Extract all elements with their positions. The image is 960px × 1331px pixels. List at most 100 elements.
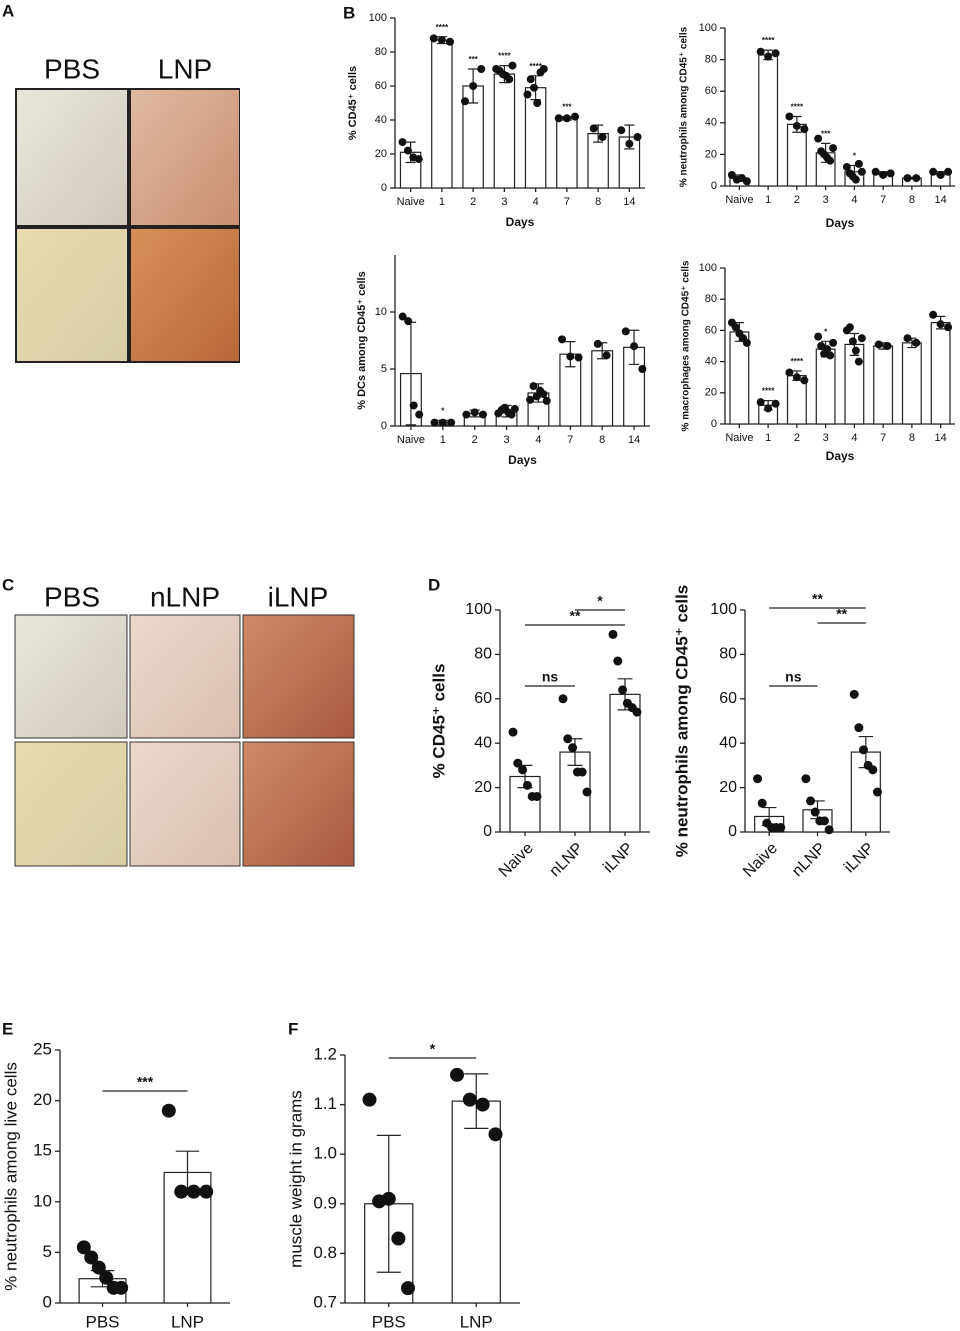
- y-tick-label: 5: [43, 1242, 52, 1261]
- x-tick-label: 8: [595, 196, 601, 208]
- x-tick-label: 14: [628, 434, 640, 446]
- photos-a: PBS LNP: [15, 53, 240, 363]
- x-tick-label: iLNP: [841, 840, 878, 877]
- y-tick-label: 0.8: [313, 1243, 337, 1262]
- bar: [873, 345, 894, 425]
- data-point: [510, 404, 519, 413]
- data-point: [764, 404, 773, 413]
- panel-label: C: [2, 575, 14, 594]
- y-tick-label: 20: [375, 148, 387, 160]
- x-tick-label: 7: [880, 194, 886, 206]
- x-tick-label: 7: [880, 432, 886, 444]
- data-point: [826, 351, 835, 360]
- y-tick-label: 60: [705, 324, 717, 336]
- data-point: [409, 401, 418, 410]
- photo: [14, 614, 128, 739]
- data-point: [792, 121, 801, 130]
- y-tick-label: 0: [43, 1292, 52, 1311]
- data-point: [554, 114, 563, 123]
- data-point: [381, 1191, 396, 1206]
- data-point: [806, 796, 816, 806]
- data-point: [76, 1240, 91, 1255]
- bar: [786, 123, 807, 187]
- photo: [14, 741, 128, 867]
- data-point: [568, 743, 578, 753]
- x-tick-label: 1: [765, 194, 771, 206]
- x-tick-label: 14: [935, 432, 947, 444]
- data-point: [936, 320, 945, 329]
- data-point: [630, 342, 639, 351]
- data-point: [879, 170, 888, 179]
- y-tick-label: 20: [474, 779, 492, 796]
- data-point: [462, 410, 471, 419]
- y-tick-label: 0.7: [313, 1292, 337, 1311]
- data-point: [868, 765, 878, 775]
- significance: *: [824, 327, 828, 336]
- y-tick-label: 80: [705, 293, 717, 305]
- data-point: [857, 167, 866, 176]
- x-tick-label: 1: [765, 432, 771, 444]
- data-point: [99, 1270, 114, 1285]
- bar: [930, 322, 951, 425]
- data-point: [577, 767, 587, 777]
- data-point: [632, 707, 642, 717]
- panel-label: A: [2, 1, 14, 20]
- significance: ****: [436, 23, 449, 32]
- significance: ***: [821, 129, 831, 138]
- significance: ***: [468, 55, 478, 64]
- y-axis-label: % neutrophils among CD45⁺ cells: [679, 26, 690, 187]
- data-point: [792, 373, 801, 382]
- x-tick-label: 4: [535, 434, 541, 446]
- data-point: [437, 36, 446, 45]
- x-tick-label: 14: [935, 194, 947, 206]
- x-tick-label: Naive: [740, 840, 781, 881]
- photo-label: PBS: [44, 53, 100, 84]
- comparison-label: ***: [137, 1074, 154, 1090]
- photos-c: PBS nLNP iLNP: [14, 581, 355, 867]
- data-point: [414, 155, 423, 164]
- data-point: [475, 1097, 490, 1112]
- x-axis-label: Days: [826, 216, 855, 230]
- x-tick-label: 1: [439, 196, 445, 208]
- y-tick-label: 1.0: [313, 1144, 337, 1163]
- data-point: [430, 418, 439, 427]
- x-tick-label: 1: [440, 434, 446, 446]
- data-point: [854, 159, 863, 168]
- data-point: [199, 1184, 214, 1199]
- bar: [758, 54, 779, 187]
- data-point: [903, 174, 912, 183]
- data-point: [391, 1231, 406, 1246]
- data-point: [114, 1280, 129, 1295]
- bar: [901, 342, 922, 425]
- data-point: [618, 685, 628, 695]
- y-tick-label: 0: [483, 823, 492, 840]
- data-point: [478, 410, 487, 419]
- data-point: [903, 334, 912, 343]
- data-point: [558, 694, 568, 704]
- y-axis-label: muscle weight in grams: [286, 1090, 305, 1268]
- bar: [844, 343, 865, 425]
- y-axis-label: % CD45⁺ cells: [347, 66, 359, 140]
- x-tick-label: Naive: [496, 840, 537, 881]
- x-tick-label: 2: [794, 432, 800, 444]
- data-point: [526, 75, 535, 84]
- y-tick-label: 100: [369, 12, 387, 24]
- y-tick-label: 15: [33, 1141, 52, 1160]
- y-tick-label: 20: [705, 387, 717, 399]
- data-point: [613, 656, 623, 666]
- bar: [609, 693, 641, 833]
- significance: ****: [791, 103, 804, 112]
- panel-label: D: [428, 575, 440, 594]
- x-tick-label: Naive: [397, 196, 425, 208]
- significance: ****: [791, 357, 804, 366]
- y-tick-label: 40: [719, 734, 737, 751]
- data-point: [814, 134, 823, 143]
- comparison-label: ns: [785, 669, 802, 685]
- x-tick-label: 7: [567, 434, 573, 446]
- x-tick-label: Naive: [397, 434, 425, 446]
- significance: ****: [529, 62, 542, 71]
- data-point: [871, 167, 880, 176]
- photo-label: iLNP: [268, 581, 329, 612]
- data-point: [764, 52, 773, 61]
